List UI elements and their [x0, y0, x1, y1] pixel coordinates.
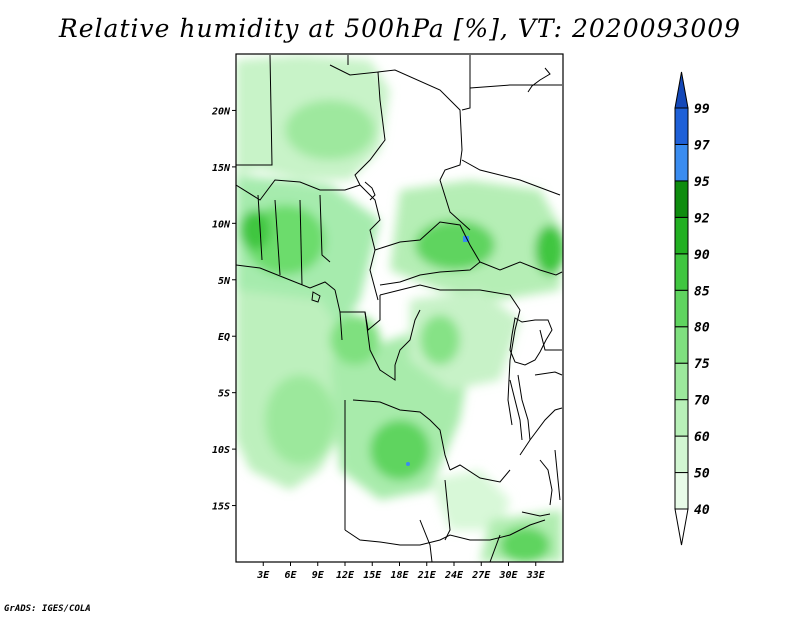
colorbar-segment	[674, 362, 689, 401]
colorbar-level-label: 99	[694, 102, 710, 117]
colorbar-level-label: 70	[694, 394, 710, 409]
lon-tick-label: 18E	[390, 570, 409, 581]
colorbar-segment	[674, 326, 689, 364]
lon-tick-label: 21E	[417, 570, 437, 581]
lat-tick-label: 20N	[211, 106, 231, 117]
colorbar-segment	[674, 435, 689, 474]
colorbar-segment	[674, 107, 689, 145]
colorbar-segment	[674, 253, 689, 291]
colorbar-segment	[674, 180, 689, 218]
map-title: Relative humidity at 500hPa [%], VT: 202…	[58, 14, 742, 43]
lon-tick-label: 12E	[336, 570, 355, 581]
colorbar-segment	[674, 289, 689, 328]
lon-tick-label: 27E	[471, 570, 491, 581]
colorbar-segment	[674, 216, 689, 255]
lon-tick-label: 15E	[363, 570, 382, 581]
lat-tick-label: 10N	[212, 219, 231, 230]
lat-tick-label: 5N	[218, 276, 231, 287]
colorbar-level-label: 97	[694, 138, 710, 153]
longitude-axis: 3E 6E 9E 12E 15E 18E 21E 24E 27E 30E 33E	[256, 562, 546, 581]
colorbar-level-label: 50	[694, 467, 710, 482]
colorbar: 40 50 60 70 75 80 85 90 92 95 97 99	[674, 71, 710, 546]
colorbar-level-label: 85	[694, 284, 710, 299]
colorbar-level-label: 95	[694, 175, 710, 190]
lat-tick-label: EQ	[218, 332, 230, 343]
lon-tick-label: 3E	[256, 570, 270, 581]
latitude-axis: 20N 15N 10N 5N EQ 5S 10S 15S	[211, 106, 236, 513]
humidity-shading	[236, 55, 563, 562]
colorbar-level-label: 92	[694, 211, 710, 226]
colorbar-segment	[674, 399, 689, 437]
colorbar-level-label: 60	[694, 430, 710, 445]
colorbar-min-arrow	[674, 508, 689, 546]
lon-tick-label: 6E	[284, 570, 297, 581]
lon-tick-label: 33E	[526, 570, 546, 581]
colorbar-level-label: 90	[694, 248, 710, 263]
colorbar-level-label: 40	[694, 503, 710, 518]
colorbar-segment	[674, 472, 689, 510]
credit-text: GrADS: IGES/COLA	[4, 604, 91, 614]
colorbar-max-arrow	[674, 71, 689, 109]
colorbar-level-label: 80	[694, 321, 710, 336]
country-boundaries	[236, 54, 563, 562]
lat-tick-label: 15S	[212, 502, 230, 513]
lon-tick-label: 9E	[312, 570, 325, 581]
colorbar-level-label: 75	[694, 357, 710, 372]
lat-tick-label: 10S	[212, 445, 230, 456]
colorbar-segment	[674, 143, 689, 182]
lon-tick-label: 30E	[498, 570, 518, 581]
lat-tick-label: 5S	[218, 389, 230, 400]
lon-tick-label: 24E	[444, 570, 464, 581]
lakes	[311, 67, 561, 517]
lat-tick-label: 15N	[212, 163, 231, 174]
